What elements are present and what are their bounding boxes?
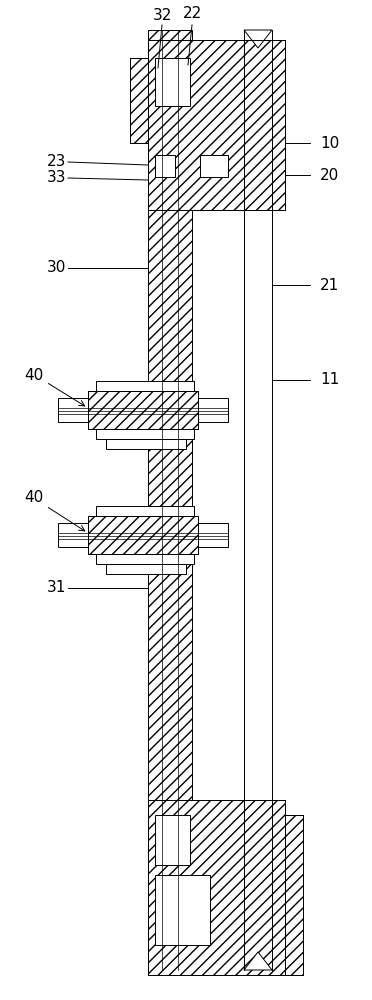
Bar bbox=[285, 815, 303, 975]
Bar bbox=[155, 58, 190, 106]
Bar bbox=[198, 398, 228, 422]
Text: 11: 11 bbox=[320, 372, 339, 387]
Text: 40: 40 bbox=[24, 490, 43, 506]
Bar bbox=[106, 439, 186, 449]
Bar bbox=[200, 155, 228, 177]
Bar bbox=[88, 516, 198, 554]
Bar bbox=[148, 800, 285, 975]
Bar bbox=[130, 58, 148, 143]
Text: 32: 32 bbox=[152, 7, 172, 22]
Bar bbox=[106, 564, 186, 574]
Bar bbox=[148, 40, 285, 210]
Text: 10: 10 bbox=[320, 135, 339, 150]
Bar bbox=[155, 875, 210, 945]
Polygon shape bbox=[244, 30, 272, 48]
Bar bbox=[285, 815, 303, 975]
Text: 31: 31 bbox=[46, 580, 66, 595]
Bar bbox=[88, 391, 198, 429]
Text: 20: 20 bbox=[320, 167, 339, 182]
Bar bbox=[130, 58, 148, 143]
Text: 22: 22 bbox=[182, 6, 202, 21]
Text: 40: 40 bbox=[24, 367, 43, 382]
Bar bbox=[155, 815, 190, 865]
Bar bbox=[88, 391, 198, 429]
Text: 33: 33 bbox=[46, 170, 66, 186]
Bar bbox=[198, 523, 228, 547]
Bar bbox=[130, 58, 148, 143]
Polygon shape bbox=[244, 952, 272, 970]
Bar bbox=[96, 506, 194, 516]
Bar bbox=[58, 523, 88, 547]
Bar bbox=[96, 381, 194, 391]
Bar bbox=[155, 155, 175, 177]
Bar bbox=[58, 398, 88, 422]
Text: 30: 30 bbox=[46, 260, 66, 275]
Bar bbox=[88, 516, 198, 554]
Bar bbox=[96, 429, 194, 439]
Bar bbox=[148, 40, 285, 210]
Bar bbox=[285, 815, 303, 975]
Bar bbox=[96, 554, 194, 564]
Text: 21: 21 bbox=[320, 277, 339, 292]
Bar bbox=[148, 30, 192, 820]
Text: 23: 23 bbox=[46, 154, 66, 169]
Bar bbox=[148, 800, 285, 975]
